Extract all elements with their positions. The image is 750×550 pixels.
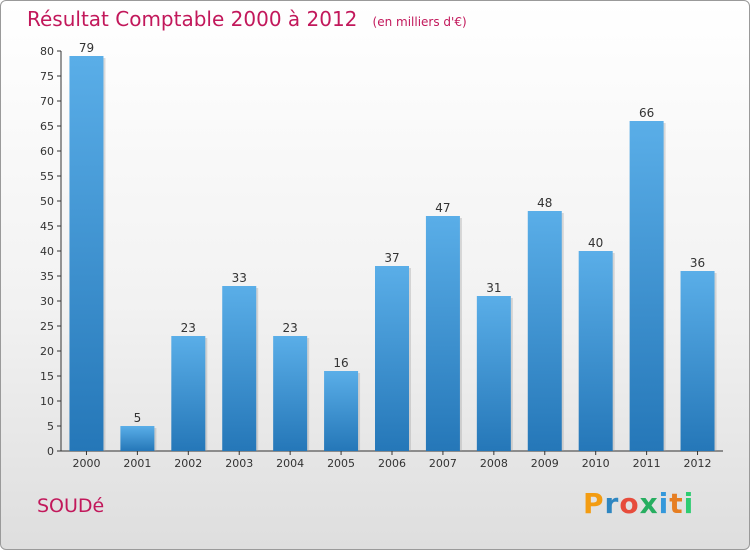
bar	[375, 266, 409, 451]
y-tick-label: 55	[40, 170, 54, 183]
x-tick-label: 2012	[684, 457, 712, 470]
logo-letter: i	[658, 487, 670, 520]
bar	[171, 336, 206, 451]
bar-value-label: 79	[79, 41, 94, 55]
y-tick-label: 60	[40, 145, 54, 158]
y-tick-label: 35	[40, 270, 54, 283]
bar-value-label: 40	[588, 236, 603, 250]
x-tick-label: 2006	[378, 457, 406, 470]
logo-letter: P	[583, 487, 605, 520]
x-tick-label: 2010	[582, 457, 610, 470]
bar-value-label: 66	[639, 106, 654, 120]
x-tick-label: 2008	[480, 457, 508, 470]
y-tick-label: 65	[40, 120, 54, 133]
town-name: SOUDé	[37, 495, 105, 517]
x-tick-label: 2002	[174, 457, 202, 470]
bar	[629, 121, 664, 451]
x-tick-label: 2004	[276, 457, 304, 470]
y-tick-label: 45	[40, 220, 54, 233]
y-tick-label: 40	[40, 245, 54, 258]
axes: 0 5 10 15 20 25 30 35 40 45 50 55 60 65 70 75 80 2000 2001…	[40, 45, 723, 470]
bar-value-label: 47	[435, 201, 450, 215]
proxiti-logo[interactable]: Proxiti	[583, 487, 694, 520]
y-tick-label: 10	[40, 395, 54, 408]
y-tick-label: 20	[40, 345, 54, 358]
bar	[324, 371, 359, 451]
y-tick-label: 75	[40, 70, 54, 83]
chart-subtitle: (en milliers d'€)	[372, 15, 467, 29]
bar-value-label: 31	[486, 281, 501, 295]
bar-value-label: 36	[690, 256, 705, 270]
y-tick-label: 5	[47, 420, 54, 433]
bar-value-label: 23	[283, 321, 298, 335]
bar	[273, 336, 308, 451]
bar	[476, 296, 511, 451]
y-tick-label: 50	[40, 195, 54, 208]
logo-letter: x	[639, 487, 659, 520]
bar-value-label: 37	[384, 251, 399, 265]
bar	[69, 56, 104, 451]
x-tick-label: 2003	[225, 457, 253, 470]
bars	[69, 56, 717, 451]
bar	[527, 211, 562, 451]
bar	[120, 426, 155, 451]
y-tick-label: 80	[40, 45, 54, 58]
logo-letter: o	[619, 487, 640, 520]
bar	[578, 251, 613, 451]
x-tick-label: 2009	[531, 457, 559, 470]
bar-value-label: 5	[134, 411, 142, 425]
logo-letter: r	[604, 487, 620, 520]
y-tick-label: 70	[40, 95, 54, 108]
logo-letter: i	[683, 487, 695, 520]
x-tick-label: 2000	[72, 457, 100, 470]
chart-title: Résultat Comptable 2000 à 2012	[27, 7, 358, 31]
bar-value-label: 16	[333, 356, 348, 370]
bar-value-label: 48	[537, 196, 552, 210]
bar	[680, 271, 715, 451]
x-tick-label: 2011	[633, 457, 661, 470]
bar	[222, 286, 257, 451]
y-tick-label: 15	[40, 370, 54, 383]
y-tick-label: 30	[40, 295, 54, 308]
title-row: Résultat Comptable 2000 à 2012 (en milli…	[27, 7, 467, 31]
logo-letter: t	[669, 487, 684, 520]
x-tick-label: 2007	[429, 457, 457, 470]
labels: 79 5 23 33 23 16 37 47 31 48 40 66 36	[79, 41, 705, 425]
y-tick-label: 25	[40, 320, 54, 333]
bar-value-label: 23	[181, 321, 196, 335]
x-tick-label: 2001	[123, 457, 151, 470]
bar-value-label: 33	[232, 271, 247, 285]
x-tick-label: 2005	[327, 457, 355, 470]
y-tick-label: 0	[47, 445, 54, 458]
bar	[425, 216, 460, 451]
